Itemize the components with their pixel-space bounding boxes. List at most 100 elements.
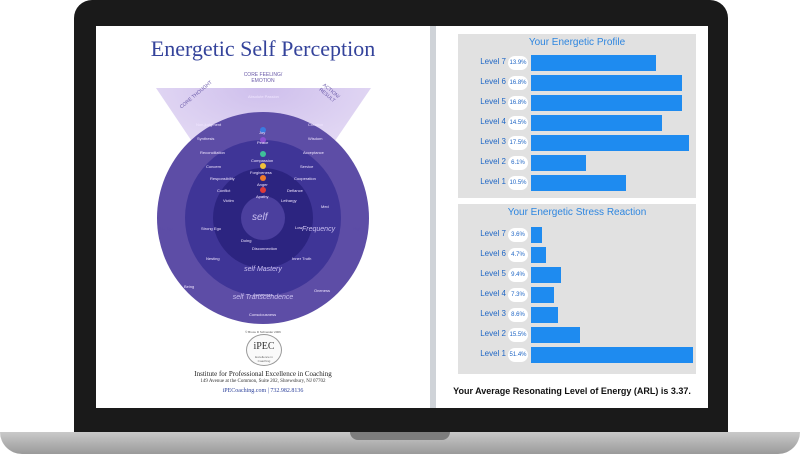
percent-badge: 16.8% (508, 96, 528, 110)
self-mastery-label: self Mastery (244, 266, 282, 273)
level-bar (531, 135, 689, 151)
acceptance-word: Acceptance (303, 150, 324, 155)
level-label: Level 6 (480, 249, 506, 258)
cooperation-word: Cooperation (294, 176, 316, 181)
reconciliation-word: Reconciliation (200, 150, 225, 155)
laptop-screen: Energetic Self Perception CORE FEELING/ … (96, 26, 708, 408)
percent-badge: 13.9% (508, 56, 528, 70)
bar-row: Level 2 6.1% (458, 154, 696, 172)
level-label: Level 7 (480, 57, 506, 66)
level-label: Level 1 (480, 177, 506, 186)
apathy-dot (260, 187, 266, 193)
energetic-profile-chart: Your Energetic Profile Level 7 13.9% Level… (458, 34, 696, 198)
institute-address: 149 Avenue at the Common, Suite 202, Shr… (200, 379, 326, 384)
non-judgment-word: Non-judgment (196, 122, 222, 127)
apathy-word: Apathy (256, 194, 269, 199)
bar-row: Level 7 3.6% (458, 226, 696, 244)
med-word: Med (321, 204, 329, 209)
bar-row: Level 2 15.5% (458, 326, 696, 344)
joy-word: Joy (259, 130, 266, 135)
level-bar (531, 267, 561, 283)
document-title: Energetic Self Perception (150, 36, 376, 61)
forgiveness-dot (260, 163, 266, 169)
frequency-label: Frequency (302, 226, 336, 233)
percent-badge: 3.6% (508, 228, 528, 242)
laptop-notch (350, 432, 450, 440)
bar-row: Level 5 16.8% (458, 94, 696, 112)
level-label: Level 6 (480, 77, 506, 86)
bar-row: Level 6 4.7% (458, 246, 696, 264)
percent-badge: 9.4% (508, 268, 528, 282)
copyright-line: © Bruce D Schneider 2006 (245, 330, 281, 334)
level-label: Level 4 (480, 117, 506, 126)
conflict-word: Conflict (217, 188, 231, 193)
results-pane: Your Energetic Profile Level 7 13.9% Level… (436, 26, 708, 408)
absolute-passion-word: Absolute Passion (248, 94, 279, 99)
ipec-logo-subtext: Excellence in Coaching (255, 355, 273, 363)
core-feeling-label: CORE FEELING/ EMOTION (243, 72, 283, 84)
page-divider (430, 26, 436, 408)
level-bar (531, 247, 546, 263)
institute-contact: iPECoaching.com | 732.982.8136 (222, 388, 304, 394)
peace-dot (260, 137, 266, 143)
no-ego-word: No Ego (160, 226, 174, 231)
level-label: Level 1 (480, 349, 506, 358)
level-bar (531, 75, 682, 91)
level-bar (531, 227, 542, 243)
victim-word: Victim (223, 198, 234, 203)
peace-word: Peace (257, 140, 269, 145)
level-bar (531, 287, 554, 303)
level-label: Level 7 (480, 229, 506, 238)
energetic-self-perception-page: Energetic Self Perception CORE FEELING/ … (96, 26, 430, 408)
chart-title: Your Energetic Profile (528, 37, 626, 48)
being-word: Being (184, 284, 195, 289)
bar-row: Level 5 9.4% (458, 266, 696, 284)
level-label: Level 2 (480, 157, 506, 166)
lethargy-word: Lethargy (281, 198, 297, 203)
doing-word: Doing (241, 238, 252, 243)
compassion-word: Compassion (251, 158, 274, 163)
self-transcendence-label: self Transcendence (232, 294, 294, 301)
percent-badge: 14.5% (508, 116, 528, 130)
responsibility-word: Responsibility (210, 176, 235, 181)
level-label: Level 5 (480, 97, 506, 106)
high-word: High (353, 226, 362, 231)
percent-badge: 51.4% (508, 348, 528, 362)
energetic-stress-chart: Your Energetic Stress Reaction Level 7 3.… (458, 204, 696, 374)
bar-row: Level 1 51.4% (458, 346, 696, 364)
service-word: Service (300, 164, 314, 169)
low-word: Low (295, 225, 303, 230)
self-ring-label: self (252, 212, 268, 223)
disconnection-word: Disconnection (252, 246, 278, 251)
level-label: Level 4 (480, 289, 506, 298)
level-bar (531, 55, 656, 71)
percent-badge: 6.1% (508, 156, 528, 170)
level-bar (531, 347, 693, 363)
bar-row: Level 3 8.6% (458, 306, 696, 324)
institute-name: Institute for Professional Excellence in… (194, 370, 332, 378)
concern-word: Concern (206, 164, 222, 169)
creation-word: Creation (308, 122, 324, 127)
percent-badge: 16.8% (508, 76, 528, 90)
percent-badge: 17.5% (508, 136, 528, 150)
percent-badge: 10.5% (508, 176, 528, 190)
defiance-word: Defiance (287, 188, 303, 193)
level-bar (531, 95, 682, 111)
ipec-logo-text: iPEC (253, 341, 275, 352)
laptop-base (0, 432, 800, 454)
percent-badge: 4.7% (508, 248, 528, 262)
anger-dot (260, 175, 266, 181)
level-bar (531, 115, 662, 131)
level-label: Level 5 (480, 269, 506, 278)
level-label: Level 3 (480, 137, 506, 146)
strong-ego-word: Strong Ego (201, 226, 222, 231)
joy-dot (260, 127, 266, 133)
level-bar (531, 307, 558, 323)
nesting-word: Nesting (206, 256, 220, 261)
inner-truth-word: Inner Truth (292, 256, 312, 261)
compassion-dot (260, 151, 266, 157)
bar-row: Level 7 13.9% (458, 54, 696, 72)
bar-row: Level 3 17.5% (458, 134, 696, 152)
percent-badge: 15.5% (508, 328, 528, 342)
awareness-word: Awareness (253, 292, 273, 297)
